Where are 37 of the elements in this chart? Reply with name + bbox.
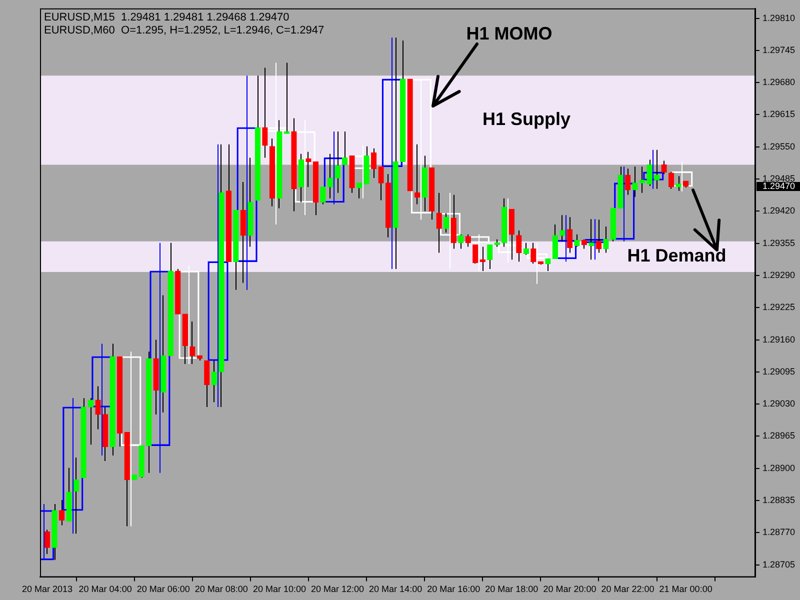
candlestick <box>284 62 290 134</box>
y-tick-label: 1.29810 <box>762 12 796 23</box>
y-tick-label: 1.28770 <box>762 527 796 538</box>
y-tick-label: 1.29290 <box>762 270 796 280</box>
band-label: H1 Supply <box>482 109 571 130</box>
y-tick-label: 1.29680 <box>762 77 796 88</box>
y-tick-label: 1.28705 <box>762 559 796 570</box>
x-tick-label: 20 Mar 08:00 <box>194 584 248 594</box>
y-tick-label: 1.29225 <box>762 302 796 312</box>
band-label: H1 Demand <box>627 246 726 266</box>
y-tick-label: 1.28835 <box>762 495 796 506</box>
y-tick-label: 1.29095 <box>762 366 796 376</box>
y-tick-label: 1.29355 <box>762 238 796 248</box>
y-tick-label: 1.29420 <box>762 206 796 216</box>
y-tick-label: 1.28965 <box>762 430 796 441</box>
y-tick-label: 1.29745 <box>762 44 796 55</box>
x-tick-label: 21 Mar 00:00 <box>659 584 712 594</box>
y-tick-label: 1.29160 <box>762 334 796 344</box>
text: EURUSD,M60 O=1.295, H=1.2952, L=1.2946, C=1.2947 <box>44 24 324 36</box>
candlestick <box>306 152 312 187</box>
x-tick-label: 20 Mar 14:00 <box>369 584 422 594</box>
annotation: H1 MOMO <box>466 23 552 44</box>
x-tick-label: 20 Mar 06:00 <box>136 584 190 594</box>
x-tick-label: 20 Mar 12:00 <box>310 584 364 594</box>
y-tick-label: 1.29030 <box>762 398 796 409</box>
chart-title: EURUSD,M15 1.29481 1.29481 1.29468 1.29470 <box>44 11 290 24</box>
x-tick-label: 20 Mar 16:00 <box>427 584 480 594</box>
x-tick-label: 20 Mar 2013 <box>22 584 73 594</box>
y-tick-label: 1.29615 <box>762 109 796 120</box>
x-tick-label: 20 Mar 10:00 <box>252 584 306 594</box>
x-tick-label: 20 Mar 22:00 <box>601 584 654 594</box>
x-tick-label: 20 Mar 18:00 <box>485 584 538 594</box>
x-tick-label: 20 Mar 04:00 <box>78 584 132 594</box>
y-tick-label: 1.29550 <box>762 141 796 152</box>
candlestick <box>414 144 420 204</box>
x-tick-label: 20 Mar 20:00 <box>543 584 596 594</box>
y-tick-label: 1.28900 <box>762 462 796 473</box>
